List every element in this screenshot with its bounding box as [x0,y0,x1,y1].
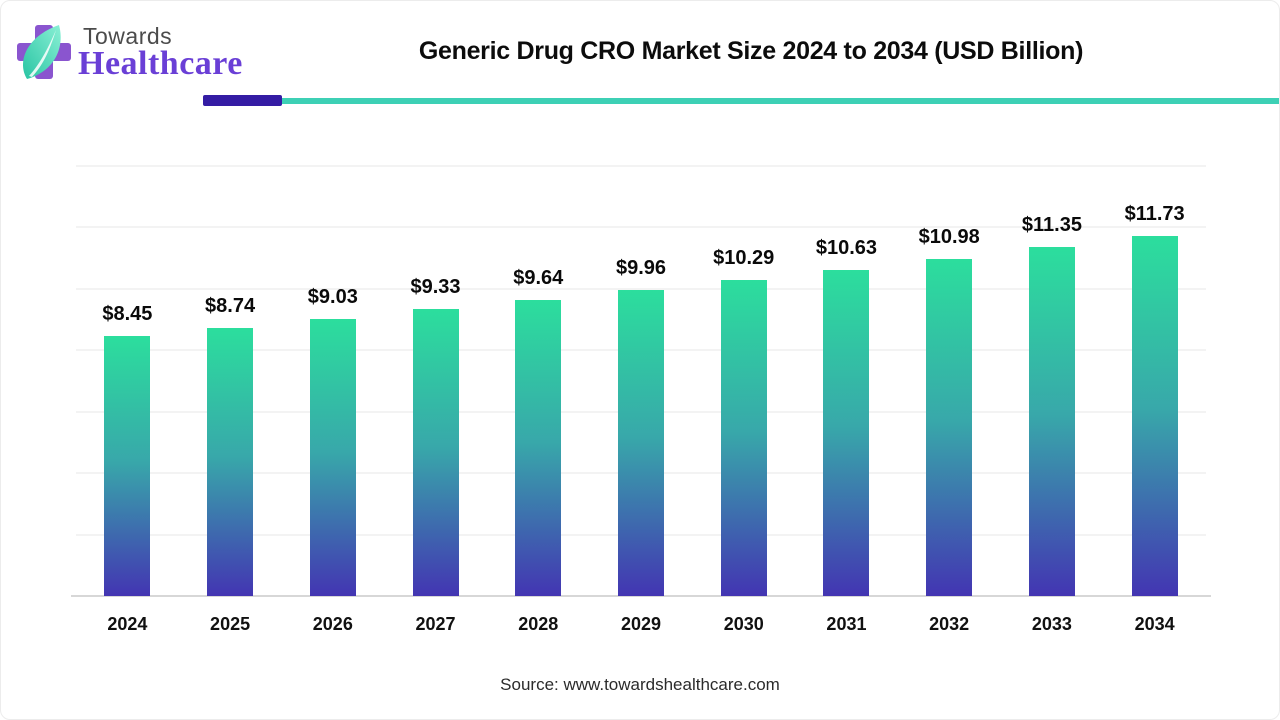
gridline [76,165,1206,167]
x-axis-label: 2024 [107,614,148,634]
x-axis-label: 2025 [210,614,251,634]
x-axis-label: 2026 [312,614,353,634]
bar-2033 [1028,247,1075,596]
bar-value-label: $10.98 [918,225,980,248]
x-axis-label: 2027 [415,614,456,634]
bar-2027 [412,309,459,596]
page-title: Generic Drug CRO Market Size 2024 to 203… [418,37,1084,65]
x-axis-label: 2034 [1134,614,1175,634]
x-axis-label: 2030 [723,614,764,634]
x-axis-baseline [71,595,1211,597]
bar-value-label: $8.45 [102,303,153,326]
x-axis-label: 2032 [929,614,970,634]
bar-value-label: $10.29 [713,246,775,269]
bar-value-label: $9.33 [410,276,461,299]
brand-healthcare-text: Healthcare [78,45,243,82]
bar-2025 [207,327,254,596]
x-axis-label: 2029 [620,614,662,634]
title-underline-teal-segment [282,98,1279,104]
bar-value-label: $9.96 [615,257,667,280]
bar-value-label: $11.35 [1021,214,1082,237]
bar-2034 [1131,235,1178,596]
bar-2032 [926,258,973,596]
bar-2024 [104,336,151,596]
x-axis-label: 2031 [826,614,867,634]
bar-value-label: $9.64 [513,266,564,289]
bar-value-label: $10.63 [815,236,878,259]
bar-2029 [618,290,664,596]
bar-2028 [515,299,562,596]
bar-value-label: $9.03 [307,285,358,308]
bar-2031 [823,269,870,596]
bar-2030 [720,279,767,596]
gridline [76,226,1206,229]
brand-logo [15,17,75,85]
bar-2026 [309,318,356,596]
plot-area: $8.45 2024 $8.74 2025 $9.03 2026 $9.33 2027 $9.6… [71,165,1211,634]
bar-value-label: $8.74 [205,294,256,317]
x-axis-label: 2033 [1031,614,1072,634]
source-note: Source: www.towardshealthcare.com [500,675,780,694]
towards-healthcare-logo-icon [17,25,71,79]
x-axis-label: 2028 [518,614,559,634]
title-underline-purple-segment [203,95,282,106]
brand-towards-text: Towards [83,23,173,49]
bar-value-label: $11.73 [1124,202,1185,225]
gridline [76,287,1206,290]
